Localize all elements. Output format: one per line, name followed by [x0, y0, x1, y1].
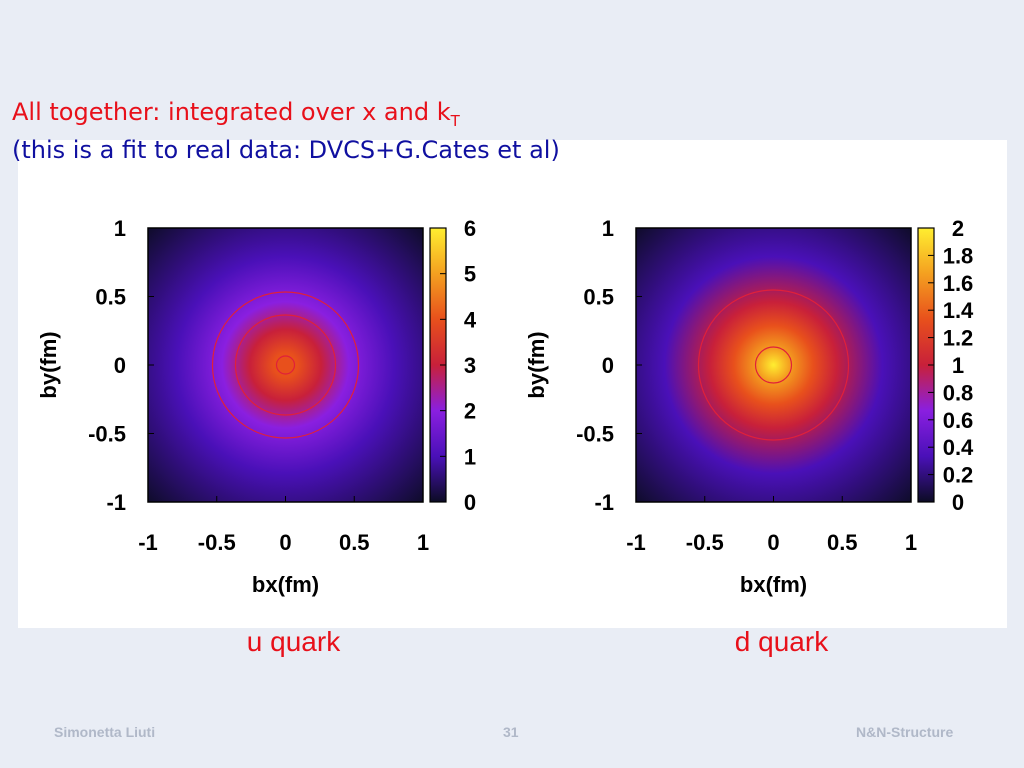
- colorbar-tick-label: 2: [464, 399, 476, 424]
- colorbar-tick-label: 0.6: [943, 408, 974, 433]
- x-tick-label: 1: [417, 530, 429, 555]
- colorbar-tick-label: 2: [952, 216, 964, 241]
- y-tick-label: 0: [114, 353, 126, 378]
- x-tick-label: 0.5: [827, 530, 858, 555]
- x-tick-label: -0.5: [198, 530, 236, 555]
- y-tick-label: 0.5: [583, 285, 614, 310]
- heading-text: All together: integrated over x and k: [12, 98, 451, 126]
- x-tick-label: 1: [905, 530, 917, 555]
- contour: [275, 355, 296, 375]
- colorbar-tick-label: 1.8: [943, 243, 974, 268]
- x-axis-label: bx(fm): [740, 572, 807, 597]
- heading-line1: All together: integrated over x and kT: [12, 98, 460, 130]
- contour: [697, 289, 850, 441]
- colorbar-tick-label: 1: [464, 444, 476, 469]
- caption: u quark: [247, 626, 341, 657]
- colorbar-tick-label: 0.2: [943, 463, 974, 488]
- contour: [211, 291, 360, 439]
- caption: d quark: [735, 626, 829, 657]
- colorbar-tick-label: 1: [952, 353, 964, 378]
- colorbar-tick-label: 0: [464, 490, 476, 515]
- contour: [754, 346, 793, 384]
- y-tick-label: 1: [114, 216, 126, 241]
- colorbar-tick-label: 1.6: [943, 271, 974, 296]
- colorbar-tick-label: 4: [464, 307, 477, 332]
- footer-author: Simonetta Liuti: [54, 724, 156, 740]
- colorbar-tick-label: 3: [464, 353, 476, 378]
- y-tick-label: -1: [106, 490, 126, 515]
- colorbar-tick-label: 5: [464, 262, 476, 287]
- x-axis-label: bx(fm): [252, 572, 319, 597]
- colorbar-tick-label: 0.4: [943, 435, 974, 460]
- x-tick-label: -1: [626, 530, 646, 555]
- x-tick-label: 0: [279, 530, 291, 555]
- heading-subscript: T: [450, 111, 460, 130]
- y-axis-label: by(fm): [36, 331, 61, 398]
- colorbar-tick-label: 1.4: [943, 298, 974, 323]
- colorbar-tick-label: 0: [952, 490, 964, 515]
- y-tick-label: 0: [602, 353, 614, 378]
- footer-title: N&N-Structure: [856, 724, 954, 740]
- y-tick-label: 0.5: [95, 285, 126, 310]
- x-tick-label: 0: [767, 530, 779, 555]
- colorbar-tick-label: 1.2: [943, 326, 974, 351]
- heading-line2: (this is a fit to real data: DVCS+G.Cate…: [12, 136, 560, 164]
- x-tick-label: -0.5: [686, 530, 724, 555]
- heatmap: [147, 227, 424, 503]
- y-axis-label: by(fm): [524, 331, 549, 398]
- colorbar-tick-label: 0.8: [943, 380, 974, 405]
- x-tick-label: -1: [138, 530, 158, 555]
- colorbar-tick-label: 6: [464, 216, 476, 241]
- y-tick-label: -0.5: [576, 422, 614, 447]
- y-tick-label: 1: [602, 216, 614, 241]
- y-tick-label: -0.5: [88, 422, 126, 447]
- x-tick-label: 0.5: [339, 530, 370, 555]
- heatmap: [635, 227, 912, 503]
- y-tick-label: -1: [594, 490, 614, 515]
- contour: [234, 314, 337, 416]
- page-number: 31: [503, 724, 519, 740]
